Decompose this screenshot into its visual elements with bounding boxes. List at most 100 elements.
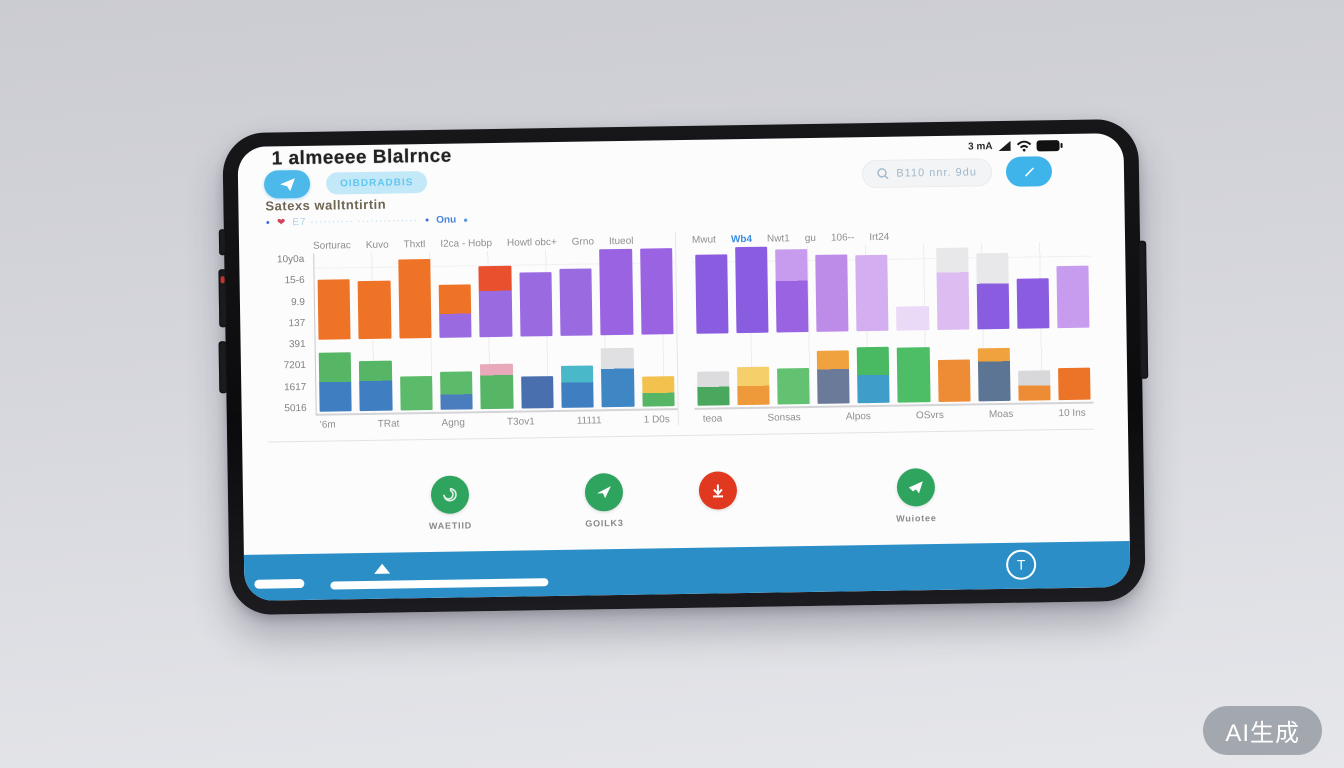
ai-generated-watermark: AI生成 (1203, 706, 1322, 755)
page-title: 1 almeeee Blalrnce (271, 145, 452, 170)
signal-strength-text: 3 mA (968, 141, 993, 153)
search-icon (877, 168, 889, 180)
chart-bar (397, 258, 432, 339)
chart-bar (775, 248, 809, 333)
chart-bar (1017, 370, 1051, 401)
chart-bar (896, 306, 930, 331)
chart-header-label[interactable]: gu (804, 232, 817, 244)
cellular-signal-icon (997, 140, 1011, 152)
y-tick-label: 391 (288, 339, 306, 351)
action-button-2[interactable]: GOILK3 (549, 472, 660, 529)
toolbar-circle-button[interactable]: T (1005, 549, 1037, 580)
chart-bar (318, 352, 352, 412)
chart-bar (817, 350, 850, 404)
heart-icon: ❤ (276, 217, 286, 229)
search-field[interactable]: B110 nnr. 9du (862, 158, 993, 189)
power-button[interactable] (1138, 240, 1149, 379)
action-circle[interactable] (896, 468, 936, 507)
x-tick-label: Alpos (845, 411, 871, 423)
chart-bar (935, 247, 970, 331)
chart-bar (359, 360, 393, 412)
chart-header-label: Kuvo (365, 239, 389, 251)
toolbar-left: OIBDRADBIS (263, 168, 428, 199)
wifi-icon (1016, 140, 1032, 152)
chart-header-label[interactable]: 106-- (830, 231, 855, 244)
chart-bar (478, 266, 513, 338)
chart-bar (560, 365, 594, 408)
chart-bar (937, 359, 971, 403)
meta-row: ● ❤ E7 ·········· ·············· ● Onu ● (266, 214, 469, 229)
chart-bar (639, 248, 674, 335)
chart-header-label[interactable]: Mwut (691, 233, 716, 246)
y-tick-label: 137 (288, 317, 306, 330)
y-tick-label: 7201 (283, 360, 307, 372)
send-icon (596, 485, 612, 499)
chart-bar (855, 255, 889, 332)
chart-bar (977, 348, 1011, 402)
action-label (663, 516, 773, 518)
tablet-device: 1 almeeee Blalrnce 3 mA (218, 118, 1149, 616)
action-button-3[interactable] (663, 471, 774, 518)
chart-bar (815, 254, 849, 332)
chart-plot-area (692, 241, 1094, 410)
volume-down-button[interactable] (218, 341, 228, 394)
bottom-bar-band (318, 344, 675, 412)
bottom-toolbar: T (243, 541, 1131, 601)
chart-header-label[interactable]: Nwt1 (766, 232, 790, 245)
compose-button[interactable] (1005, 156, 1053, 187)
chart-bar (975, 253, 1010, 330)
volume-up-button[interactable] (218, 229, 227, 256)
mute-switch[interactable] (218, 269, 228, 328)
chart-bar (440, 370, 473, 410)
top-bar-band (317, 248, 674, 340)
y-tick-label: 1617 (283, 381, 307, 393)
status-bar: 3 mA (968, 140, 1060, 153)
x-tick-label: teoa (702, 413, 723, 425)
action-button-1[interactable]: WAETIID (395, 475, 506, 532)
x-tick-label: 11111 (576, 415, 602, 427)
action-circle[interactable] (698, 471, 738, 510)
chart-header-label[interactable]: Irt24 (869, 231, 890, 243)
action-circle[interactable] (430, 475, 470, 514)
download-arrow-icon (711, 483, 725, 498)
send-button[interactable] (263, 169, 311, 199)
x-tick-label: OSvrs (915, 409, 944, 422)
bottom-bar-band (697, 338, 1091, 406)
chart-bar (600, 347, 635, 408)
header-pill-button[interactable]: OIBDRADBIS (325, 171, 428, 195)
chart-header-label: Sorturac (312, 239, 351, 252)
chart-header-label: Thxtl (403, 238, 426, 250)
chart-bar (317, 279, 351, 340)
pencil-icon (1023, 166, 1034, 177)
x-tick-label: 10 Ins (1058, 407, 1086, 420)
action-label: WAETIID (428, 520, 473, 532)
y-axis-labels: 10y0a 15-6 9.9 137 391 7201 1617 5016 (265, 254, 316, 415)
meta-link[interactable]: Onu (436, 214, 457, 226)
x-tick-label: Moas (988, 408, 1014, 421)
chart-plot-area (313, 248, 678, 416)
y-tick-label: 10y0a (276, 253, 305, 266)
home-indicator-bar[interactable] (330, 578, 549, 590)
toolbar-circle-label: T (1016, 556, 1026, 573)
action-button-4[interactable]: Wuiotee (861, 468, 972, 525)
action-circle[interactable] (584, 472, 624, 512)
x-tick-label: T3ov1 (506, 416, 535, 428)
search-placeholder: B110 nnr. 9du (896, 166, 978, 180)
chart-header-label: Itueol (608, 235, 634, 247)
tablet-screen: 1 almeeee Blalrnce 3 mA (237, 133, 1131, 601)
action-label: GOILK3 (585, 517, 624, 529)
chart-bar (357, 280, 392, 340)
chart-bar (641, 376, 675, 407)
chart-header-label[interactable]: Wb4 (730, 233, 753, 245)
chart-bar (697, 371, 730, 406)
toolbar-dash-handle[interactable] (254, 578, 305, 589)
y-tick-label: 5016 (284, 402, 307, 415)
y-tick-label: 15-6 (284, 275, 305, 287)
chart-bar (857, 346, 891, 404)
x-tick-label: Sonsas (767, 412, 801, 424)
blue-dot-icon: ● (463, 215, 469, 225)
top-bar-band (695, 242, 1090, 334)
section-subtitle: Satexs walltntirtin (265, 196, 387, 214)
chart-bar (777, 368, 810, 405)
